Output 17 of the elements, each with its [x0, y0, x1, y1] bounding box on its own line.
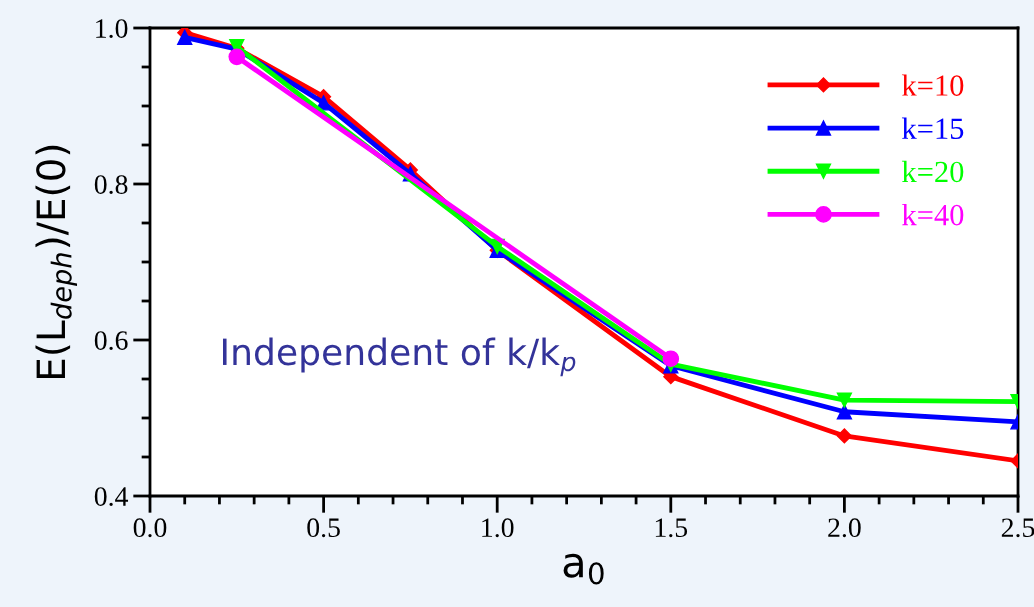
legend-label: k=10	[901, 74, 964, 96]
legend-label: k=15	[901, 117, 964, 140]
x-tick-label: 2.5	[1001, 518, 1034, 538]
y-tick-label: 0.8	[94, 175, 128, 195]
legend-label: k=40	[901, 203, 964, 226]
legend-label: k=20	[901, 160, 964, 183]
x-axis-title: a$_{0}$	[563, 553, 604, 585]
x-tick-label: 0.0	[133, 518, 167, 538]
annotation: Independent of k/k$_{p}$	[222, 337, 576, 377]
x-tick-label: 1.0	[482, 518, 514, 538]
y-axis-title: E(L$_{deph}$)/E(0)	[35, 145, 78, 378]
y-tick-label: 0.4	[94, 487, 129, 507]
x-tick-label: 1.5	[655, 518, 688, 538]
x-tick-label: 2.0	[828, 518, 861, 538]
y-tick-label: 1.0	[96, 19, 128, 39]
x-tick-label: 0.5	[307, 518, 340, 538]
y-tick-label: 0.6	[94, 331, 128, 351]
